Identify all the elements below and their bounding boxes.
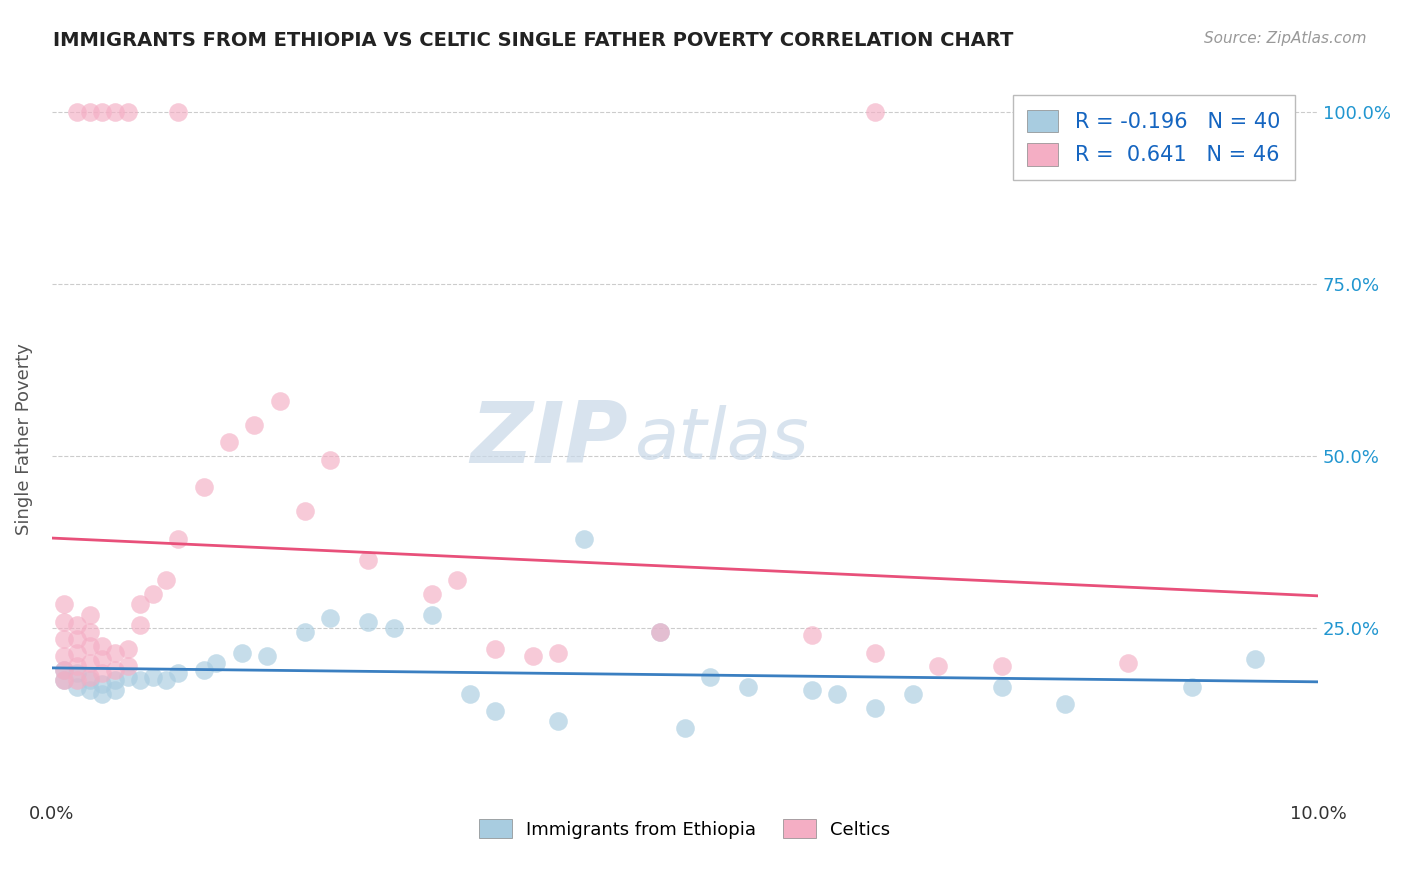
- Point: [673, 721, 696, 735]
- Point: [256, 648, 278, 663]
- Point: [91, 676, 114, 690]
- Point: [420, 607, 443, 622]
- Point: [117, 642, 139, 657]
- Text: IMMIGRANTS FROM ETHIOPIA VS CELTIC SINGLE FATHER POVERTY CORRELATION CHART: IMMIGRANTS FROM ETHIOPIA VS CELTIC SINGL…: [53, 31, 1014, 50]
- Point: [129, 618, 152, 632]
- Text: Source: ZipAtlas.com: Source: ZipAtlas.com: [1204, 31, 1367, 46]
- Point: [91, 639, 114, 653]
- Point: [319, 452, 342, 467]
- Point: [243, 418, 266, 433]
- Point: [155, 573, 177, 587]
- Point: [901, 687, 924, 701]
- Point: [91, 687, 114, 701]
- Point: [79, 104, 101, 119]
- Point: [66, 673, 89, 687]
- Point: [927, 659, 949, 673]
- Point: [319, 611, 342, 625]
- Legend: R = -0.196   N = 40, R =  0.641   N = 46: R = -0.196 N = 40, R = 0.641 N = 46: [1012, 95, 1295, 180]
- Point: [167, 104, 190, 119]
- Point: [155, 673, 177, 687]
- Point: [648, 624, 671, 639]
- Point: [142, 587, 165, 601]
- Point: [79, 607, 101, 622]
- Point: [129, 597, 152, 611]
- Point: [53, 615, 76, 629]
- Point: [104, 646, 127, 660]
- Point: [53, 663, 76, 677]
- Point: [446, 573, 468, 587]
- Point: [117, 659, 139, 673]
- Point: [572, 532, 595, 546]
- Point: [79, 624, 101, 639]
- Point: [129, 673, 152, 687]
- Point: [53, 597, 76, 611]
- Point: [1053, 697, 1076, 711]
- Point: [117, 104, 139, 119]
- Point: [117, 670, 139, 684]
- Point: [357, 552, 380, 566]
- Point: [484, 704, 506, 718]
- Point: [66, 104, 89, 119]
- Point: [863, 646, 886, 660]
- Point: [1116, 656, 1139, 670]
- Point: [79, 683, 101, 698]
- Point: [91, 104, 114, 119]
- Point: [547, 646, 569, 660]
- Point: [231, 646, 253, 660]
- Point: [91, 666, 114, 681]
- Point: [66, 659, 89, 673]
- Point: [648, 624, 671, 639]
- Point: [79, 656, 101, 670]
- Point: [382, 622, 405, 636]
- Point: [53, 673, 76, 687]
- Point: [522, 648, 544, 663]
- Point: [800, 683, 823, 698]
- Point: [104, 663, 127, 677]
- Point: [66, 646, 89, 660]
- Point: [205, 656, 228, 670]
- Point: [79, 673, 101, 687]
- Point: [104, 683, 127, 698]
- Point: [167, 666, 190, 681]
- Point: [104, 104, 127, 119]
- Point: [458, 687, 481, 701]
- Point: [66, 680, 89, 694]
- Point: [53, 663, 76, 677]
- Point: [53, 648, 76, 663]
- Point: [218, 435, 240, 450]
- Point: [53, 632, 76, 646]
- Point: [990, 659, 1012, 673]
- Point: [990, 680, 1012, 694]
- Text: atlas: atlas: [634, 405, 808, 474]
- Point: [79, 670, 101, 684]
- Point: [79, 639, 101, 653]
- Point: [193, 663, 215, 677]
- Point: [91, 652, 114, 666]
- Point: [142, 670, 165, 684]
- Y-axis label: Single Father Poverty: Single Father Poverty: [15, 343, 32, 535]
- Point: [167, 532, 190, 546]
- Text: ZIP: ZIP: [471, 398, 628, 481]
- Point: [484, 642, 506, 657]
- Point: [699, 670, 721, 684]
- Point: [294, 624, 316, 639]
- Point: [104, 673, 127, 687]
- Point: [420, 587, 443, 601]
- Point: [294, 504, 316, 518]
- Point: [547, 714, 569, 729]
- Point: [66, 632, 89, 646]
- Point: [357, 615, 380, 629]
- Point: [737, 680, 759, 694]
- Point: [66, 666, 89, 681]
- Point: [800, 628, 823, 642]
- Point: [1243, 652, 1265, 666]
- Point: [193, 480, 215, 494]
- Point: [863, 700, 886, 714]
- Point: [66, 618, 89, 632]
- Point: [863, 104, 886, 119]
- Point: [53, 673, 76, 687]
- Point: [269, 394, 291, 409]
- Point: [1180, 680, 1202, 694]
- Point: [825, 687, 848, 701]
